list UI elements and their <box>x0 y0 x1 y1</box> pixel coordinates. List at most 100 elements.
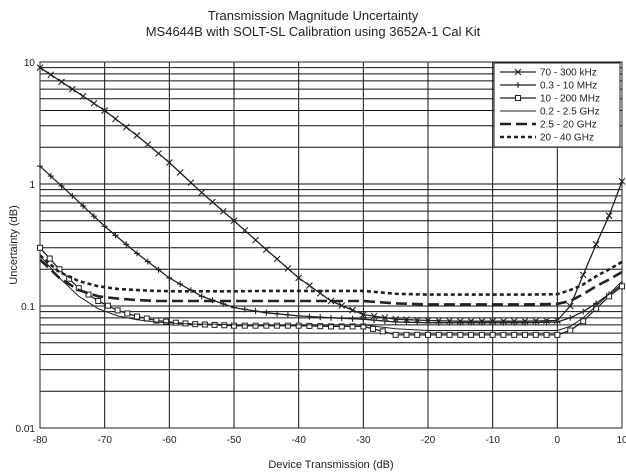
data-point <box>392 331 399 338</box>
data-point <box>37 244 43 251</box>
data-point <box>403 319 410 326</box>
legend-entry: 20 - 40 GHz <box>500 133 594 144</box>
data-point <box>349 315 356 322</box>
legend-label: 10 - 200 MHz <box>540 94 600 105</box>
data-point <box>263 322 270 329</box>
data-point <box>457 331 464 338</box>
data-point <box>317 323 324 330</box>
data-point <box>478 319 485 326</box>
legend-entry: 10 - 200 MHz <box>500 94 600 105</box>
data-point <box>153 317 160 324</box>
data-point <box>567 314 574 321</box>
data-point <box>85 291 92 298</box>
x-tick-label: -60 <box>162 435 177 446</box>
data-point <box>306 322 313 329</box>
data-point <box>104 302 111 309</box>
series-line <box>39 255 623 331</box>
data-point <box>457 319 464 326</box>
series-line <box>39 67 623 322</box>
data-point <box>114 307 121 314</box>
data-point <box>511 319 518 326</box>
data-point <box>295 322 302 329</box>
data-point <box>338 323 345 330</box>
series-5 <box>39 254 623 296</box>
x-tick-label: -70 <box>97 435 112 446</box>
data-point <box>123 241 130 248</box>
data-point <box>198 189 206 196</box>
data-point <box>112 115 119 123</box>
data-point <box>317 314 324 321</box>
data-point <box>349 306 356 314</box>
data-point <box>273 255 281 263</box>
legend-entry: 0.3 - 10 MHz <box>500 81 597 92</box>
data-point <box>274 322 281 329</box>
chart-subtitle: MS4644B with SOLT-SL Calibration using 3… <box>145 24 481 39</box>
data-point <box>187 179 195 186</box>
data-point <box>198 293 205 300</box>
data-point <box>425 319 431 326</box>
x-tick-label: 0 <box>555 435 561 446</box>
data-point <box>211 321 218 328</box>
y-tick-label: 10 <box>24 58 36 69</box>
data-point <box>370 325 377 332</box>
legend-label: 0.2 - 2.5 GHz <box>540 107 599 118</box>
data-point <box>435 319 442 326</box>
series-line <box>39 165 623 324</box>
x-tick-label: -40 <box>291 435 306 446</box>
y-tick-label: 1 <box>29 180 35 191</box>
data-point <box>338 302 346 309</box>
data-point <box>359 311 367 318</box>
data-point <box>274 310 281 317</box>
data-point <box>90 99 98 107</box>
data-point <box>500 319 507 326</box>
series-3 <box>39 255 623 331</box>
legend: 70 - 300 kHz 0.3 - 10 MHz 10 - 200 MHz 0.2 … <box>493 62 621 148</box>
data-point <box>522 319 528 326</box>
legend-entry: 0.2 - 2.5 GHz <box>500 107 599 118</box>
data-point <box>144 258 151 265</box>
data-point <box>262 246 270 253</box>
data-point <box>241 322 248 329</box>
series-line <box>39 254 623 296</box>
data-point <box>370 312 378 320</box>
chart-title: Transmission Magnitude Uncertainty <box>207 8 419 23</box>
legend-marker <box>515 82 521 88</box>
data-point <box>306 313 313 320</box>
data-point <box>605 212 613 220</box>
data-point <box>381 314 389 322</box>
data-point <box>381 318 388 325</box>
series-2 <box>37 244 625 338</box>
data-point <box>176 169 184 176</box>
data-point <box>425 331 431 338</box>
data-point <box>435 331 442 338</box>
data-point <box>172 319 179 326</box>
data-point <box>124 310 131 317</box>
data-point <box>90 213 97 220</box>
data-point <box>489 319 496 326</box>
data-point <box>295 312 302 319</box>
data-point <box>580 308 587 315</box>
data-point <box>101 107 109 114</box>
data-point <box>567 327 574 334</box>
y-axis-ticks: 0.01 0.1 1 10 <box>16 58 36 435</box>
data-point <box>46 255 53 262</box>
data-point <box>554 318 561 325</box>
data-point <box>241 226 249 234</box>
data-point <box>532 319 539 326</box>
data-point <box>468 331 475 338</box>
data-point <box>618 178 626 185</box>
data-point <box>592 240 600 248</box>
data-point <box>371 317 378 324</box>
data-point <box>306 282 313 289</box>
data-point <box>532 331 539 338</box>
data-point <box>338 315 345 322</box>
data-point <box>478 331 485 338</box>
data-point <box>58 78 65 86</box>
x-tick-label: -30 <box>356 435 371 446</box>
data-point <box>379 328 386 335</box>
data-point <box>284 311 291 318</box>
data-point <box>68 85 76 93</box>
x-tick-label: -20 <box>421 435 436 446</box>
data-point <box>554 331 561 338</box>
